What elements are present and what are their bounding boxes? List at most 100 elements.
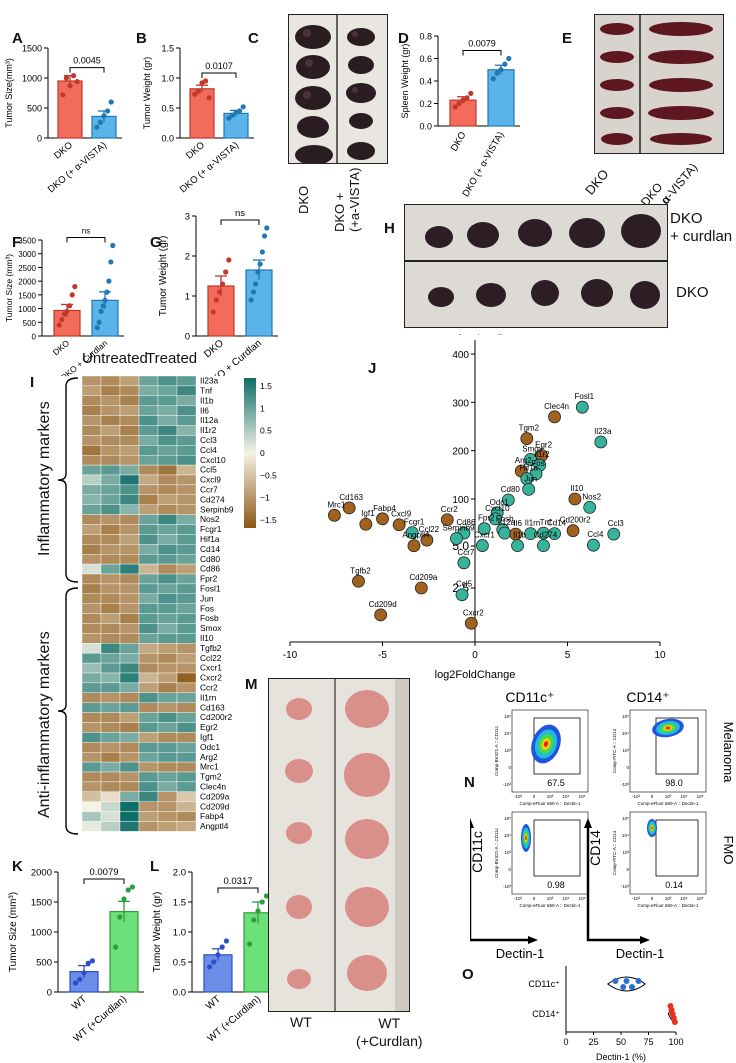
data-point (56, 322, 62, 328)
gene-label: Fosl1 (575, 392, 595, 401)
gene-label: Cd274 (534, 531, 558, 540)
heatmap-cell (138, 732, 159, 743)
gene-point (537, 539, 550, 553)
heatmap-cell (176, 722, 197, 733)
heatmap-gene-label: Fabp4 (200, 811, 224, 821)
gene-label: Ccr7 (457, 548, 474, 557)
heatmap-cell (176, 544, 197, 555)
facs-x-label: Comp-eFluor 660-A :: Dectin-1 (637, 903, 699, 908)
facs-y-label: Comp-FITC-A :: CD14 (612, 830, 617, 875)
heatmap-cell (100, 504, 121, 515)
data-point (106, 278, 112, 284)
heatmap-cell (157, 544, 178, 555)
facs-y-tick: -10³ (621, 782, 630, 787)
facs-y-tick: -10³ (503, 782, 512, 787)
y-tick-label: 0.8 (419, 32, 432, 42)
y-tick-label: 0.0 (173, 988, 186, 999)
data-point (226, 257, 232, 263)
heatmap-cell (100, 544, 121, 555)
panel-letter-j: J (368, 360, 377, 377)
heatmap-cell (157, 722, 178, 733)
x-tick-label: 25 (588, 1037, 598, 1047)
y-tick-label: 400 (452, 350, 469, 361)
heatmap-cell (100, 593, 121, 604)
photo-h-label-curdlan: DKO + curdlan (670, 210, 732, 246)
data-point (490, 76, 496, 82)
heatmap-cell (176, 435, 197, 446)
heatmap-cell (81, 742, 102, 753)
panel-letter-m: M (245, 676, 258, 693)
heatmap-cell (157, 445, 178, 456)
heatmap-cell (157, 583, 178, 594)
data-point-cd11c (635, 978, 642, 984)
facs-y-tick: -10³ (621, 884, 630, 889)
heatmap-cell (81, 672, 102, 684)
y-axis-label: Tumor Size(mm³) (4, 58, 14, 128)
heatmap-cell (138, 712, 159, 723)
volcano-plot-j: -log10(Padj)4003002001005.02.5-10-50510l… (283, 334, 666, 681)
facs-x-tick: 10⁴ (681, 896, 688, 901)
bracket-anti-inflammatory (57, 587, 79, 835)
gene-point (524, 452, 537, 466)
gene-label: Il23a (594, 427, 612, 436)
heatmap-cell (157, 801, 178, 812)
gene-point (488, 512, 502, 526)
data-point (207, 964, 213, 970)
heatmap-cell (176, 395, 197, 406)
heatmap-cell (119, 454, 140, 466)
data-point (468, 90, 474, 96)
heatmap-cell (81, 504, 102, 515)
heatmap-cell (119, 553, 140, 565)
heatmap-cell (176, 385, 197, 396)
data-point-cd11c (620, 984, 627, 990)
heatmap-cell (157, 791, 178, 802)
heatmap-gene-label: Ccl3 (200, 435, 217, 445)
heatmap-cell (81, 583, 102, 594)
gene-label: Cd86 (456, 518, 476, 527)
y-tick-label: 0 (32, 333, 37, 342)
heatmap-cell (81, 534, 102, 545)
p-value: 0.0079 (89, 867, 118, 878)
facs-x-tick: -10³ (514, 896, 523, 901)
gene-label: Cd209d (369, 600, 397, 609)
heatmap-cell (176, 405, 197, 416)
heatmap-cell (176, 712, 197, 723)
heatmap-color-legend (244, 378, 256, 528)
gene-label: Ccl5 (456, 580, 473, 589)
facs-y-tick: 0 (508, 765, 511, 770)
heatmap-cell (157, 781, 178, 792)
facs-arrowhead (584, 818, 592, 828)
heatmap-cell (157, 524, 178, 535)
heatmap-cell (157, 761, 178, 773)
data-point (263, 893, 269, 899)
heatmap-cell (81, 514, 102, 525)
heatmap-cell (138, 742, 159, 753)
photo-m-label-wt: WT (290, 1014, 312, 1030)
gene-label: Arg2 (515, 456, 532, 465)
heatmap-cell (81, 484, 102, 496)
heatmap-cell (157, 811, 178, 822)
photo-h-label-dko: DKO (676, 284, 709, 301)
heatmap-cell (138, 583, 159, 594)
heatmap-gene-label: Angptl4 (200, 821, 229, 831)
facs-x-tick: 10⁴ (681, 794, 688, 799)
gene-point (376, 512, 389, 526)
data-point (94, 124, 100, 130)
photo-c-label-dko-plus: DKO + (+a-VISTA) (332, 168, 362, 232)
heatmap-cell (157, 376, 178, 387)
heatmap-cell (138, 791, 159, 802)
x-tick-label: -10 (283, 650, 298, 661)
data-point (229, 112, 235, 118)
gene-point (498, 526, 512, 540)
heatmap-cell (119, 425, 140, 436)
y-tick-label: 1000 (18, 305, 36, 314)
heatmap-cell (176, 583, 197, 594)
heatmap-cell (100, 821, 121, 832)
heatmap-cell (119, 662, 140, 674)
heatmap-cell (100, 613, 121, 624)
heatmap-gene-label: Ccr7 (200, 485, 218, 495)
data-point (74, 79, 80, 85)
data-point (213, 297, 219, 303)
